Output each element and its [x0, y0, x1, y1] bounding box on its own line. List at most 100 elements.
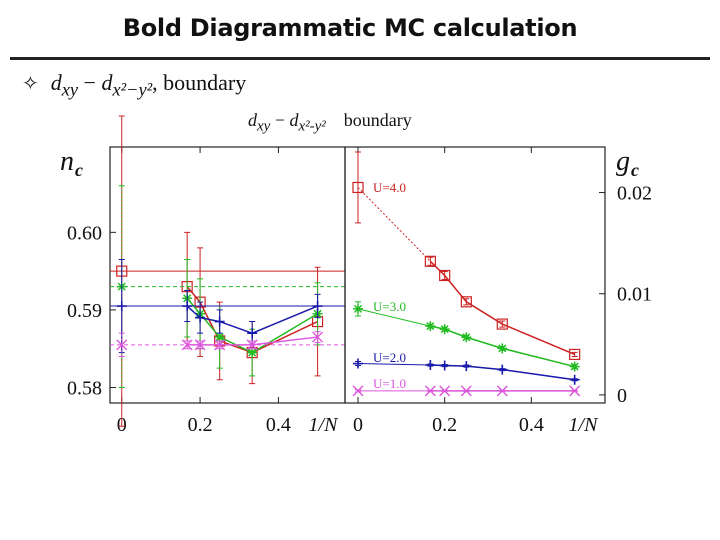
data-point	[424, 385, 436, 397]
bullet-d1: d	[50, 70, 62, 95]
data-point	[182, 301, 193, 312]
data-point	[181, 339, 193, 351]
data-point	[439, 269, 451, 282]
extrapolated-point	[116, 339, 128, 351]
series-U20: U=2.0	[353, 350, 580, 385]
error-cap	[355, 151, 361, 224]
right-panel: 0 0.2 0.4 1/N 0 0.01 0.02 g c U=4.0 U=3.0 U=2.0 U=1.…	[344, 146, 652, 436]
error-cap	[314, 266, 321, 377]
data-point	[312, 331, 324, 343]
y-tick-label: 0.60	[67, 222, 102, 244]
error-cap	[216, 309, 223, 334]
x-axis-label: 1/N	[569, 414, 600, 436]
y-tick-label: 0.59	[67, 300, 102, 322]
data-point	[312, 301, 323, 312]
error-cap	[499, 320, 506, 328]
error-cap	[216, 340, 223, 350]
header-minus: −	[274, 110, 285, 130]
data-point	[497, 364, 508, 375]
data-point	[214, 316, 225, 327]
data-point	[497, 343, 508, 354]
left-panel: 0 0.2 0.4 1/N0.580.590.60n c	[60, 115, 346, 436]
plot-frame	[344, 146, 606, 404]
data-point	[194, 339, 206, 351]
data-point	[496, 318, 508, 330]
data-point	[569, 374, 580, 385]
data-point	[425, 321, 436, 332]
data-point	[439, 324, 450, 335]
data-line	[429, 260, 575, 356]
error-cap	[197, 247, 204, 357]
legend-label: U=3.0	[373, 299, 406, 314]
header-boundary: boundary	[343, 110, 412, 130]
bullet-d2: d	[101, 70, 113, 95]
data-point	[214, 332, 225, 343]
y-tick-label: 0	[617, 385, 627, 407]
y-axis-label: g	[616, 146, 630, 177]
bullet-boundary: boundary	[163, 70, 247, 95]
bullet-line: ✧ dxy − dx²−y², boundary	[22, 70, 246, 100]
y-tick-label: 0.02	[617, 183, 652, 205]
extrapolated-point	[352, 385, 364, 397]
data-point	[569, 361, 580, 372]
error-cap	[355, 301, 361, 317]
error-cap	[571, 351, 578, 357]
error-cap	[216, 301, 223, 381]
error-cap	[118, 258, 125, 354]
header-d1: d	[248, 110, 257, 130]
data-point	[214, 339, 226, 351]
header-d2-sub: x²-y²	[298, 118, 326, 135]
x-tick-label: 0.4	[266, 414, 291, 436]
error-cap	[463, 298, 470, 306]
extrapolated-point	[116, 301, 127, 312]
error-cap	[184, 258, 191, 338]
error-cap	[118, 332, 125, 357]
y-axis-label: n	[60, 146, 74, 177]
title-divider	[10, 57, 710, 60]
data-point	[247, 328, 258, 339]
data-point	[195, 312, 206, 323]
error-cap	[184, 340, 191, 350]
extrapolated-point	[353, 303, 363, 314]
bullet-d2-sub: x²−y²	[112, 79, 153, 100]
slide-title: Bold Diagrammatic MC calculation	[122, 14, 578, 42]
y-tick-label: 0.58	[67, 377, 102, 399]
error-cap	[197, 301, 204, 334]
bullet-minus: −	[83, 70, 96, 95]
header-d1-sub: xy	[257, 118, 271, 135]
x-tick-label: 0.2	[432, 414, 457, 436]
error-cap	[314, 293, 321, 319]
x-tick-label: 0.2	[188, 414, 213, 436]
data-point	[460, 385, 472, 397]
legend-label: U=4.0	[373, 180, 406, 195]
plot-frame	[109, 146, 346, 404]
data-point	[424, 255, 436, 267]
series-U40: U=4.0	[352, 151, 581, 361]
series-U10: U=1.0	[352, 376, 581, 397]
data-point	[247, 347, 258, 358]
data-point	[461, 361, 472, 372]
series-U30: U=3.0	[353, 299, 580, 372]
header-d2: d	[289, 110, 299, 130]
star-bullet-icon: ✧	[22, 71, 39, 95]
series-U10	[110, 331, 345, 357]
y-axis-label-sub: c	[75, 160, 83, 180]
data-point	[461, 332, 472, 343]
data-point	[496, 385, 508, 397]
extrapolated-point	[352, 181, 364, 194]
data-point	[246, 339, 258, 351]
legend-label: U=1.0	[373, 376, 406, 391]
error-cap	[118, 115, 125, 427]
data-point	[439, 385, 451, 397]
data-point	[569, 348, 581, 361]
data-point	[460, 296, 472, 308]
y-tick-label: 0.01	[617, 284, 652, 306]
series-U30	[110, 185, 345, 388]
error-cap	[441, 270, 448, 281]
data-point	[569, 385, 581, 397]
data-point	[439, 360, 450, 371]
x-tick-label: 0.4	[519, 414, 544, 436]
series-U40	[110, 115, 345, 427]
error-cap	[314, 331, 321, 343]
